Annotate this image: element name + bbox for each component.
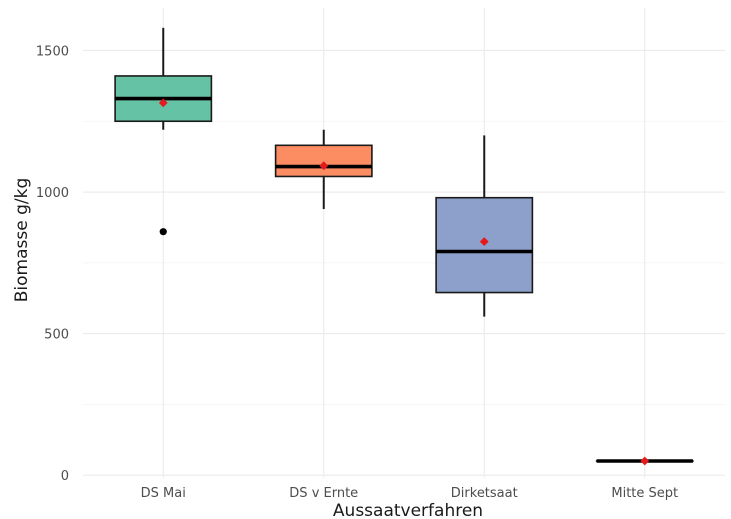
- boxes: [114, 27, 694, 466]
- x-axis-title: Aussaatverfahren: [333, 501, 483, 519]
- box-group: [274, 129, 373, 210]
- axes: 0 500 1000 1500 DS Mai DS v Ernte Dirketsaat Mi…: [36, 44, 678, 501]
- box-group: [435, 135, 534, 317]
- box-body: [274, 144, 373, 178]
- y-tick-label: 0: [61, 469, 69, 484]
- y-axis-title: Biomasse g/kg: [12, 178, 32, 303]
- x-tick-label: DS Mai: [141, 486, 186, 501]
- box-group: [595, 456, 694, 466]
- y-tick-label: 1000: [36, 186, 69, 201]
- mean-marker: [479, 237, 489, 246]
- x-tick-label: Dirketsaat: [451, 486, 518, 501]
- mean-marker: [640, 456, 650, 466]
- x-tick-label: DS v Ernte: [289, 486, 358, 501]
- box-group: [114, 27, 213, 236]
- mean-marker: [319, 161, 329, 171]
- y-tick-label: 1500: [36, 44, 69, 59]
- y-tick-label: 500: [44, 328, 69, 343]
- outlier-point: [159, 228, 167, 236]
- x-tick-label: Mitte Sept: [611, 486, 678, 501]
- mean-marker: [158, 98, 168, 108]
